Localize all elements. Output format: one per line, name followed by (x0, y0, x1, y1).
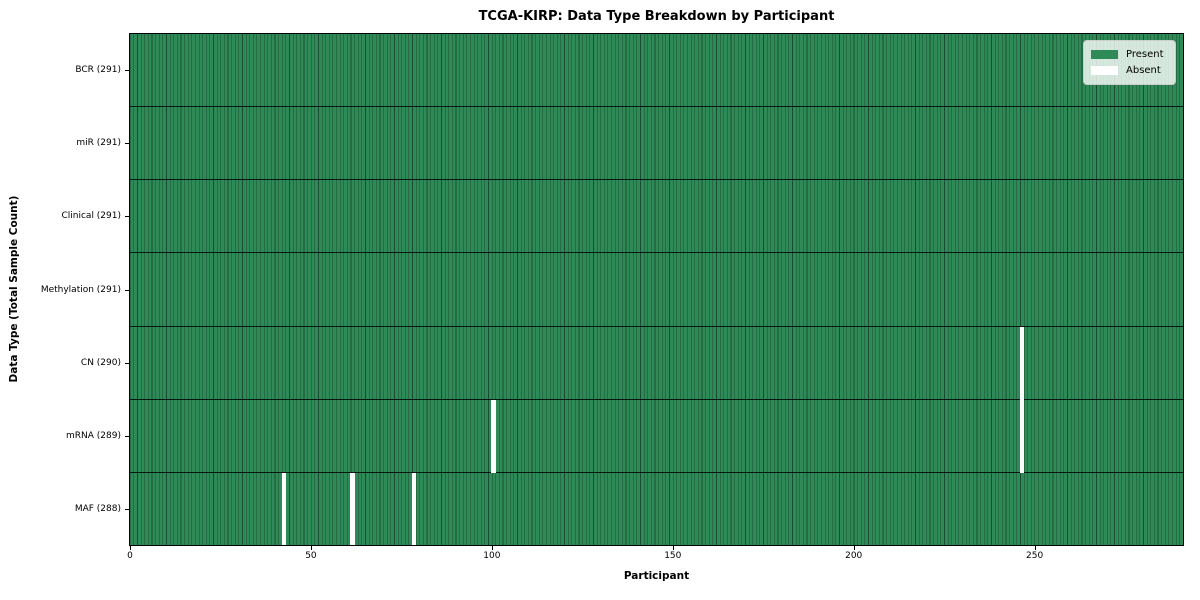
heatmap-row-mir (130, 106, 1183, 180)
heatmap-row-methylation (130, 252, 1183, 326)
absent-cell (411, 472, 417, 545)
y-tick-label-clinical: Clinical (291) (61, 211, 121, 222)
absent-cell (350, 472, 355, 545)
present-swatch (1091, 50, 1118, 59)
x-tick-mark (310, 546, 312, 550)
legend-label-absent: Absent (1126, 64, 1161, 76)
y-tick-label-mir: miR (291) (76, 137, 121, 148)
legend-entry-absent: Absent (1091, 64, 1168, 76)
y-tick-mark (125, 289, 129, 291)
x-tick-label: 250 (1026, 551, 1044, 561)
y-tick-mark (125, 142, 129, 144)
y-tick-label-mrna: mRNA (289) (66, 431, 121, 442)
heatmap-row-bcr (130, 34, 1183, 107)
absent-swatch (1091, 66, 1118, 75)
legend: Present Absent (1083, 40, 1176, 85)
y-tick-mark (125, 216, 129, 218)
y-tick-label-methylation: Methylation (291) (40, 284, 121, 295)
heatmap-plot (129, 33, 1184, 546)
absent-cell (491, 399, 496, 473)
x-tick-mark (672, 546, 674, 550)
heatmap-row-cn (130, 325, 1183, 400)
x-tick-label: 150 (664, 551, 682, 561)
x-axis-label: Participant (623, 570, 690, 582)
x-tick-label: 0 (127, 551, 133, 561)
chart-title: TCGA-KIRP: Data Type Breakdown by Partic… (478, 9, 835, 24)
x-tick-label: 50 (305, 551, 317, 561)
heatmap-row-clinical (130, 179, 1183, 253)
y-tick-mark (125, 362, 129, 364)
absent-cell (1019, 399, 1025, 473)
y-tick-label-cn: CN (290) (80, 357, 121, 368)
x-tick-mark (853, 546, 855, 550)
y-tick-label-maf: MAF (288) (74, 504, 121, 515)
y-tick-mark (125, 509, 129, 511)
absent-cell (281, 472, 286, 545)
absent-cell (1019, 326, 1025, 400)
x-tick-mark (1034, 546, 1036, 550)
y-tick-label-bcr: BCR (291) (75, 64, 121, 75)
x-tick-mark (491, 546, 493, 550)
y-tick-mark (125, 436, 129, 438)
x-tick-mark (130, 546, 131, 550)
legend-entry-present: Present (1091, 48, 1168, 60)
y-tick-mark (125, 69, 129, 71)
x-tick-label: 100 (483, 551, 501, 561)
heatmap-row-mrna (130, 398, 1183, 473)
x-tick-label: 200 (845, 551, 863, 561)
legend-label-present: Present (1126, 48, 1164, 60)
heatmap-row-maf (130, 471, 1183, 545)
